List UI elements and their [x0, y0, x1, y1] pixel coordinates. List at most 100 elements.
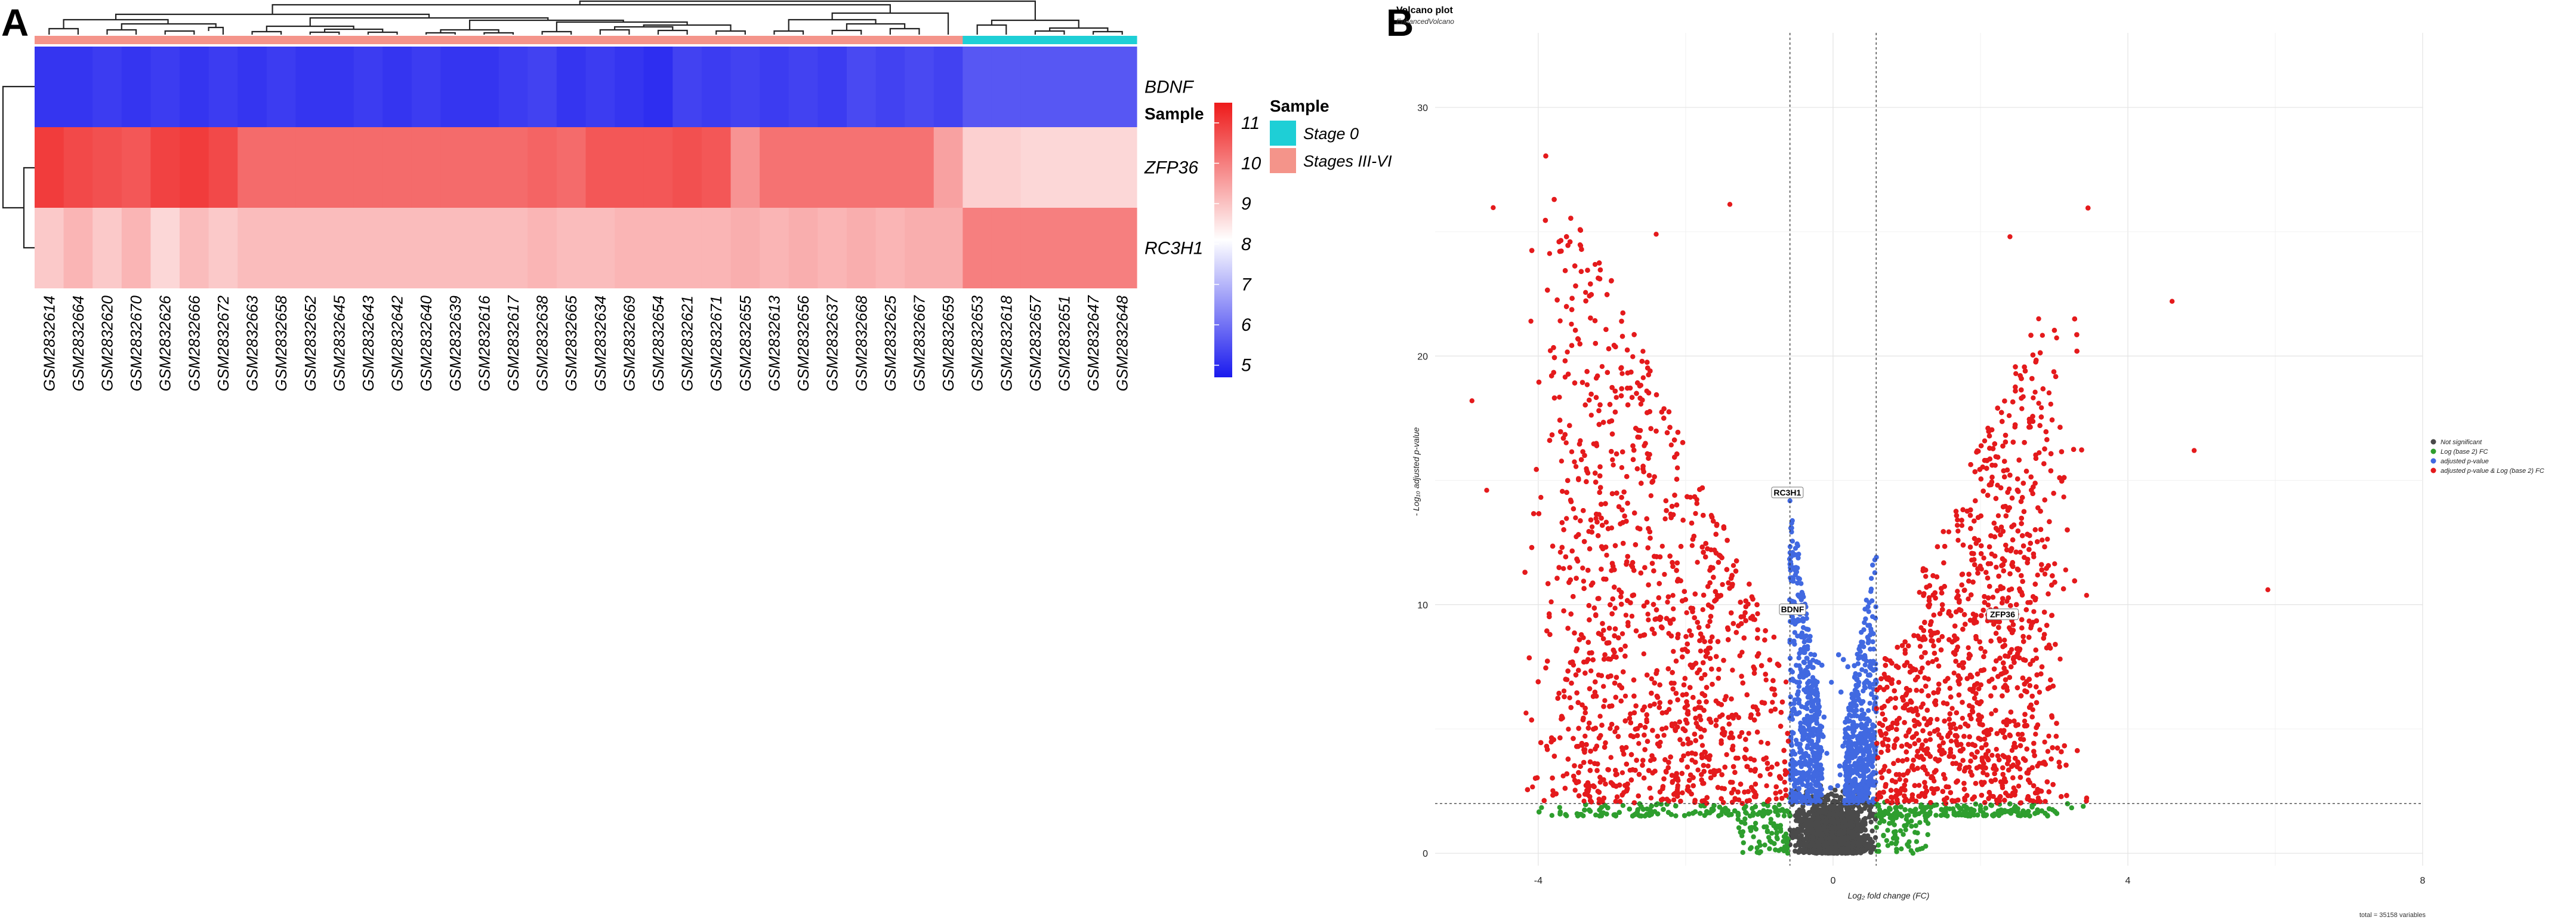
volcano-point — [1736, 825, 1742, 830]
volcano-point — [1923, 815, 1929, 821]
volcano-point — [1788, 761, 1793, 767]
volcano-point — [1816, 704, 1822, 710]
volcano-point — [1821, 819, 1826, 824]
volcano-point — [1753, 804, 1758, 810]
heatmap-cell — [121, 127, 152, 208]
volcano-point — [1801, 659, 1806, 665]
volcano-point — [1902, 823, 1907, 829]
volcano-point — [1869, 598, 1875, 604]
heatmap-cell — [905, 208, 934, 288]
heatmap-cell — [121, 208, 152, 288]
volcano-point — [1800, 808, 1806, 814]
heatmap-cell — [672, 208, 702, 288]
heatmap-cell — [1078, 127, 1108, 208]
volcano-point — [1867, 744, 1872, 750]
dendrogram-branch — [23, 167, 35, 249]
heatmap-cell — [701, 208, 732, 288]
volcano-point — [1636, 741, 1642, 746]
volcano-point — [2046, 390, 2052, 396]
heatmap-cell — [470, 208, 499, 288]
volcano-point — [1823, 839, 1829, 845]
volcano-point — [1827, 811, 1833, 817]
volcano-point — [1801, 813, 1807, 818]
heatmap-cell — [325, 208, 354, 288]
dendrogram-branch — [541, 30, 572, 35]
volcano-point — [1796, 689, 1801, 694]
heatmap-cell — [846, 127, 877, 208]
heatmap-cell — [63, 127, 93, 208]
volcano-point — [1637, 633, 1643, 639]
volcano-point — [1803, 633, 1809, 639]
volcano-point — [1815, 744, 1820, 750]
heatmap-cell — [730, 47, 760, 127]
heatmap-cell — [672, 127, 702, 208]
volcano-point — [1988, 778, 1994, 784]
volcano-point — [1680, 790, 1685, 796]
volcano-point — [2035, 573, 2040, 578]
volcano-point — [1689, 543, 1695, 548]
sample-label: GSM2832657 — [1026, 294, 1044, 391]
heatmap-cell — [382, 208, 412, 288]
annotation-cell — [411, 36, 442, 44]
dendrogram-branch — [272, 4, 891, 14]
volcano-point — [1802, 645, 1807, 651]
volcano-point — [2006, 413, 2012, 419]
volcano-point — [1740, 850, 1745, 856]
volcano-point — [1959, 523, 1965, 528]
volcano-point — [1860, 760, 1865, 766]
volcano-point — [1966, 645, 1971, 651]
volcano-point — [1844, 813, 1850, 819]
volcano-point — [1549, 813, 1554, 819]
volcano-point — [1767, 771, 1773, 777]
volcano-point — [1865, 749, 1871, 755]
dendrogram-branch — [715, 30, 746, 35]
volcano-point — [1862, 726, 1868, 731]
volcano-point — [1796, 697, 1802, 703]
volcano-point — [1855, 661, 1861, 666]
annotation-cell — [962, 36, 992, 44]
volcano-point — [1869, 691, 1874, 697]
volcano-point — [1850, 734, 1855, 740]
volcano-point — [1763, 677, 1769, 683]
dendrogram-branch — [425, 32, 456, 35]
sample-label: GSM2832652 — [301, 295, 319, 391]
volcano-point — [1858, 649, 1863, 654]
volcano-point — [1909, 819, 1914, 824]
volcano-point — [1865, 732, 1870, 737]
volcano-point — [1563, 440, 1569, 445]
volcano-point — [2031, 609, 2037, 614]
volcano-point — [1670, 593, 1676, 598]
heatmap-cell — [440, 47, 470, 127]
volcano-point — [1946, 529, 1952, 534]
volcano-point — [1645, 611, 1651, 617]
volcano-point — [1807, 843, 1812, 848]
volcano-point — [1773, 796, 1779, 802]
volcano-point — [1698, 811, 1703, 816]
volcano-point — [1844, 777, 1849, 783]
volcano-point — [2007, 810, 2013, 815]
volcano-point — [1548, 599, 1554, 605]
dendrogram-branch — [1034, 30, 1065, 35]
volcano-point — [1832, 799, 1837, 805]
volcano-point — [1601, 684, 1606, 689]
volcano-point — [1588, 668, 1594, 673]
annotation-cell — [266, 36, 297, 44]
volcano-point — [1581, 798, 1587, 804]
volcano-point — [1861, 627, 1867, 632]
volcano-point — [1925, 832, 1930, 838]
color-scale-tick-label: 7 — [1241, 275, 1252, 294]
volcano-point — [1692, 809, 1698, 814]
volcano-point — [1865, 640, 1871, 645]
heatmap-cell — [295, 208, 325, 288]
heatmap-cell — [788, 47, 818, 127]
volcano-point — [2084, 593, 2089, 598]
sample-label: GSM2832647 — [1084, 294, 1102, 391]
annotation-cell — [440, 36, 470, 44]
heatmap-cell — [35, 208, 64, 288]
volcano-point — [1865, 708, 1871, 713]
volcano-point — [1612, 605, 1618, 611]
annotation-cell — [875, 36, 905, 44]
heatmap-cell — [585, 127, 615, 208]
heatmap-cell — [933, 127, 963, 208]
